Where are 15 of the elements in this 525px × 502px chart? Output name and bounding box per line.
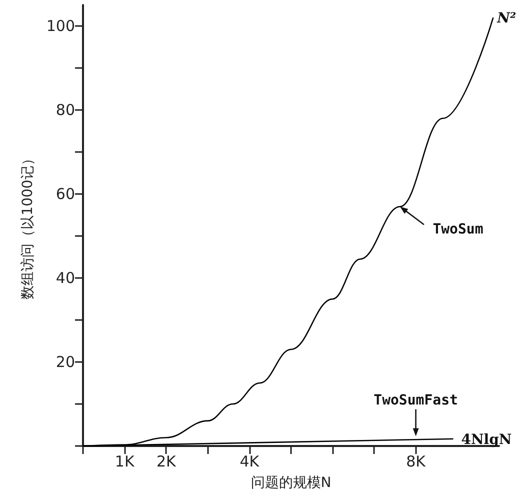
annotation: N² (496, 10, 516, 27)
annotation: TwoSumFast (374, 392, 458, 408)
annotation: TwoSum (432, 222, 484, 238)
y-tick-label: 20 (56, 353, 75, 371)
x-axis-title: 问题的规模N (250, 475, 332, 491)
x-tick-label: 8K (406, 452, 427, 470)
y-tick-label: 60 (56, 185, 75, 203)
y-tick-label: 40 (56, 269, 75, 287)
x-tick-label: 2K (156, 452, 178, 470)
y-tick-label: 80 (56, 101, 75, 119)
x-tick-label: 1K (114, 452, 136, 470)
annotation: 4NlgN (461, 432, 512, 448)
y-tick-label: 100 (46, 17, 75, 35)
x-tick-label: 4K (240, 452, 260, 470)
y-axis-title: 数组访问（以1000记） (20, 152, 36, 300)
